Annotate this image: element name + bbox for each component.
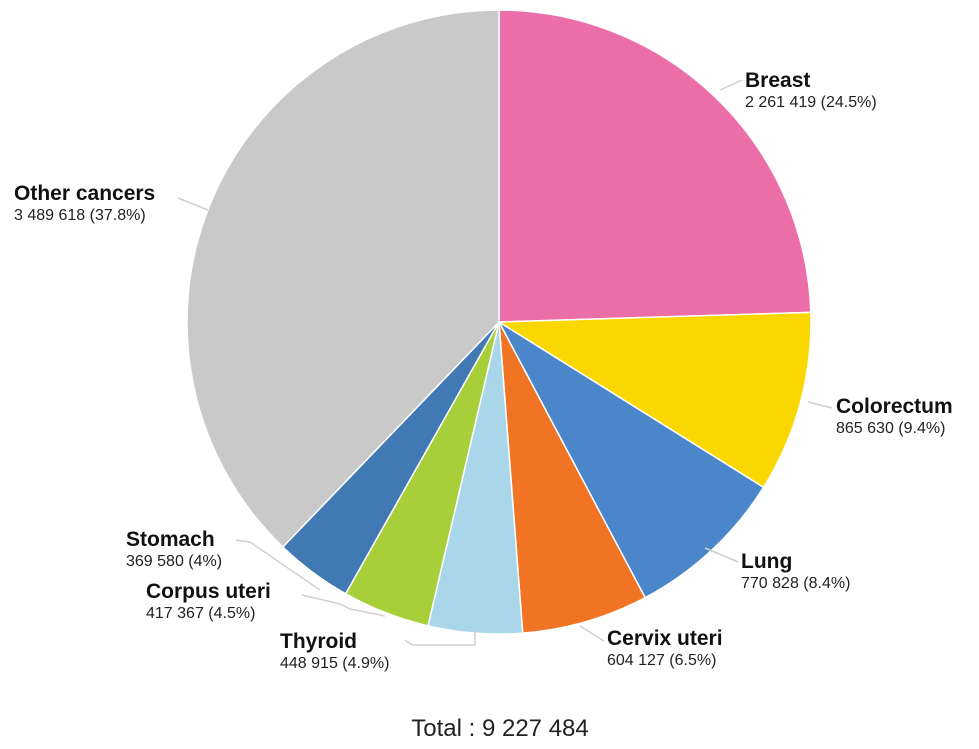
slice-value-label-lung: 770 828 (8.4%) — [741, 575, 850, 592]
pie-slice-other-cancers — [186, 9, 500, 549]
slice-value-label-colorectum: 865 630 (9.4%) — [836, 420, 945, 437]
pie-slices — [186, 9, 812, 635]
leader-lines — [177, 79, 833, 646]
leader-line-corpus-uteri — [301, 594, 386, 617]
slice-value-label-thyroid: 448 915 (4.9%) — [280, 655, 389, 672]
slice-name-label-corpus-uteri: Corpus uteri — [146, 580, 271, 603]
leader-line-other-cancers — [177, 197, 209, 211]
slice-labels: Breast 2 261 419 (24.5%) Colorectum 865 630… — [14, 69, 953, 672]
slice-value-label-other-cancers: 3 489 618 (37.8%) — [14, 207, 146, 224]
pie-slice-cervix-uteri — [498, 321, 647, 634]
slice-value-label-stomach: 369 580 (4%) — [126, 553, 222, 570]
slice-name-label-stomach: Stomach — [126, 528, 215, 551]
leader-line-stomach — [235, 539, 321, 591]
slice-value-label-breast: 2 261 419 (24.5%) — [745, 94, 877, 111]
slice-name-label-other-cancers: Other cancers — [14, 182, 155, 205]
pie-slice-colorectum — [496, 311, 812, 489]
slice-name-label-colorectum: Colorectum — [836, 395, 953, 418]
pie-slice-breast — [498, 9, 812, 323]
slice-name-label-breast: Breast — [745, 69, 810, 92]
slice-value-label-corpus-uteri: 417 367 (4.5%) — [146, 605, 255, 622]
slice-name-label-lung: Lung — [741, 550, 792, 573]
slice-name-label-thyroid: Thyroid — [280, 630, 357, 653]
leader-line-thyroid — [404, 631, 476, 646]
leader-line-breast — [719, 79, 743, 91]
leader-line-colorectum — [807, 401, 833, 409]
leader-line-cervix-uteri — [579, 625, 605, 642]
total-label: Total : 9 227 484 — [411, 715, 588, 742]
leader-line-lung — [704, 547, 739, 563]
slice-value-label-cervix-uteri: 604 127 (6.5%) — [607, 652, 716, 669]
slice-name-label-cervix-uteri: Cervix uteri — [607, 627, 723, 650]
